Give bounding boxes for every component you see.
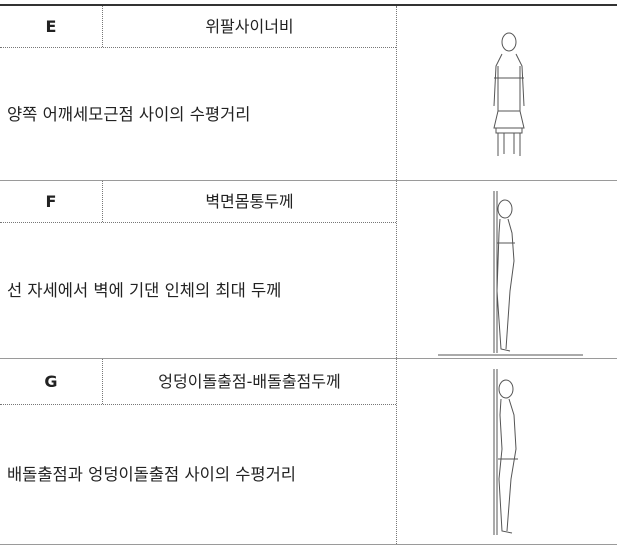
row-block: G 엉덩이돌출점-배돌출점두께 배돌출점과 엉덩이돌출점 사이의 수평거리 bbox=[0, 359, 617, 545]
figure bbox=[438, 191, 583, 356]
item-name: 위팔사이너비 bbox=[205, 16, 294, 36]
item-name: 벽면몸통두께 bbox=[205, 191, 294, 211]
figure bbox=[493, 369, 518, 535]
row-block: F 벽면몸통두께 선 자세에서 벽에 기댄 인체의 최대 두께 bbox=[0, 181, 617, 359]
code: E bbox=[0, 6, 103, 47]
text-column: F 벽면몸통두께 선 자세에서 벽에 기댄 인체의 최대 두께 bbox=[0, 181, 397, 358]
header-row: E 위팔사이너비 bbox=[0, 6, 396, 48]
description-cell: 선 자세에서 벽에 기댄 인체의 최대 두께 bbox=[0, 223, 396, 358]
description: 배돌출점과 엉덩이돌출점 사이의 수평거리 bbox=[7, 465, 296, 484]
description-cell: 양쪽 어깨세모근점 사이의 수평거리 bbox=[0, 48, 396, 180]
description: 양쪽 어깨세모근점 사이의 수평거리 bbox=[7, 104, 251, 124]
table: E 위팔사이너비 양쪽 어깨세모근점 사이의 수평거리 F 벽면몸통두께 선 자… bbox=[0, 4, 617, 545]
code: F bbox=[0, 181, 103, 222]
item-name: 엉덩이돌출점-배돌출점두께 bbox=[158, 371, 341, 391]
text-column: E 위팔사이너비 양쪽 어깨세모근점 사이의 수평거리 bbox=[0, 6, 397, 180]
description: 선 자세에서 벽에 기댄 인체의 최대 두께 bbox=[7, 281, 282, 300]
header-row: F 벽면몸통두께 bbox=[0, 181, 396, 223]
text-column: G 엉덩이돌출점-배돌출점두께 배돌출점과 엉덩이돌출점 사이의 수평거리 bbox=[0, 359, 397, 544]
code: G bbox=[0, 359, 103, 404]
description-cell: 배돌출점과 엉덩이돌출점 사이의 수평거리 bbox=[0, 405, 396, 544]
figure bbox=[493, 32, 525, 156]
header-row: G 엉덩이돌출점-배돌출점두께 bbox=[0, 359, 396, 405]
row-block: E 위팔사이너비 양쪽 어깨세모근점 사이의 수평거리 bbox=[0, 4, 617, 181]
